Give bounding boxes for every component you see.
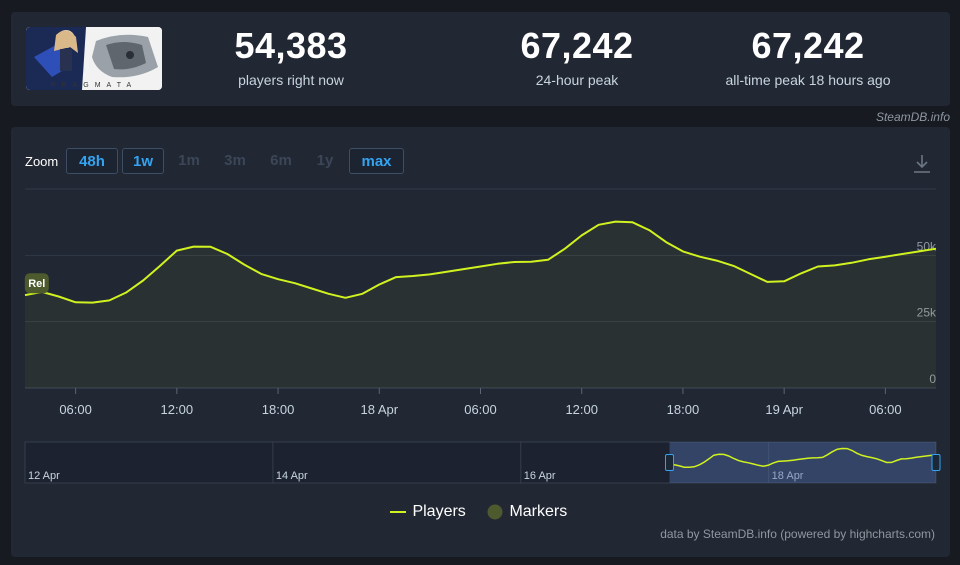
peak-24h-value: 67,242 (520, 25, 634, 66)
legend-players-label: Players (412, 503, 466, 521)
player-count-chart[interactable]: 06:00 12:00 18:00 18 Apr 06:00 12:00 18:00 19 A… (11, 127, 950, 497)
alltime-peak-value: 67,242 (751, 25, 865, 66)
alltime-peak-label: all-time peak 18 hours ago (725, 72, 891, 88)
stats-panel: PRAGMATA 54,383 players right now 67,242… (11, 12, 950, 106)
game-thumbnail[interactable]: PRAGMATA (26, 27, 162, 90)
navigator-date-label: 18 Apr (772, 470, 804, 482)
stat-alltime-peak: 67,242 all-time peak 18 hours ago (678, 25, 938, 89)
x-axis-tick-label: 18 Apr (360, 402, 398, 417)
x-axis-tick-label: 12:00 (161, 402, 194, 417)
stat-24h-peak: 67,242 24-hour peak (447, 25, 707, 89)
download-icon[interactable] (912, 153, 932, 175)
navigator-right-handle[interactable] (931, 454, 941, 471)
navigator-left-handle[interactable] (665, 454, 675, 471)
current-players-value: 54,383 (234, 25, 348, 66)
legend-players-line-icon (390, 511, 406, 513)
legend-players[interactable]: Players (390, 502, 466, 522)
chart-legend: Players Markers (11, 502, 950, 522)
release-marker-label: Rel (28, 278, 45, 290)
zoom-1m-button[interactable]: 1m (178, 152, 200, 169)
players-series-line[interactable] (24, 220, 937, 304)
x-axis-tick-label: 18:00 (262, 402, 295, 417)
steamdb-credit-top[interactable]: SteamDB.info (875, 110, 950, 124)
navigator-date-label: 12 Apr (28, 470, 60, 482)
zoom-label: Zoom (25, 154, 59, 169)
zoom-6m-button[interactable]: 6m (270, 152, 292, 169)
x-axis-tick-label: 19 Apr (765, 402, 803, 417)
navigator-date-label: 14 Apr (276, 470, 308, 482)
legend-markers[interactable]: Markers (487, 502, 567, 522)
chart-panel: Zoom 48h 1w 1m 3m 6m 1y max 06:00 12:00 18… (11, 127, 950, 557)
legend-markers-dot-icon (487, 504, 503, 520)
zoom-48h-button[interactable]: 48h (66, 148, 118, 174)
stat-current-players: 54,383 players right now (161, 25, 421, 89)
navigator[interactable] (24, 441, 937, 484)
peak-24h-label: 24-hour peak (535, 72, 619, 88)
game-artwork: PRAGMATA (26, 27, 162, 90)
x-axis-tick-label: 06:00 (464, 402, 497, 417)
y-axis-tick-label: 25k (917, 306, 937, 320)
y-axis-tick-label: 0 (929, 372, 936, 386)
navigator-selected-range[interactable] (669, 442, 936, 483)
zoom-max-button[interactable]: max (349, 148, 404, 174)
x-axis-tick-label: 06:00 (59, 402, 92, 417)
highcharts-credit[interactable]: data by SteamDB.info (powered by highcha… (660, 527, 935, 541)
zoom-1w-button[interactable]: 1w (122, 148, 164, 174)
navigator-date-label: 16 Apr (524, 470, 556, 482)
zoom-3m-button[interactable]: 3m (224, 152, 246, 169)
current-players-label: players right now (238, 72, 344, 88)
navigator-series-line (669, 447, 937, 469)
zoom-1y-button[interactable]: 1y (316, 152, 334, 169)
players-area (25, 221, 936, 388)
x-axis-tick-label: 12:00 (565, 402, 598, 417)
release-marker[interactable] (24, 273, 49, 294)
x-axis-tick-label: 06:00 (869, 402, 902, 417)
x-axis-tick-label: 18:00 (667, 402, 700, 417)
legend-markers-label: Markers (509, 503, 568, 521)
game-logo-text: PRAGMATA (51, 82, 137, 89)
